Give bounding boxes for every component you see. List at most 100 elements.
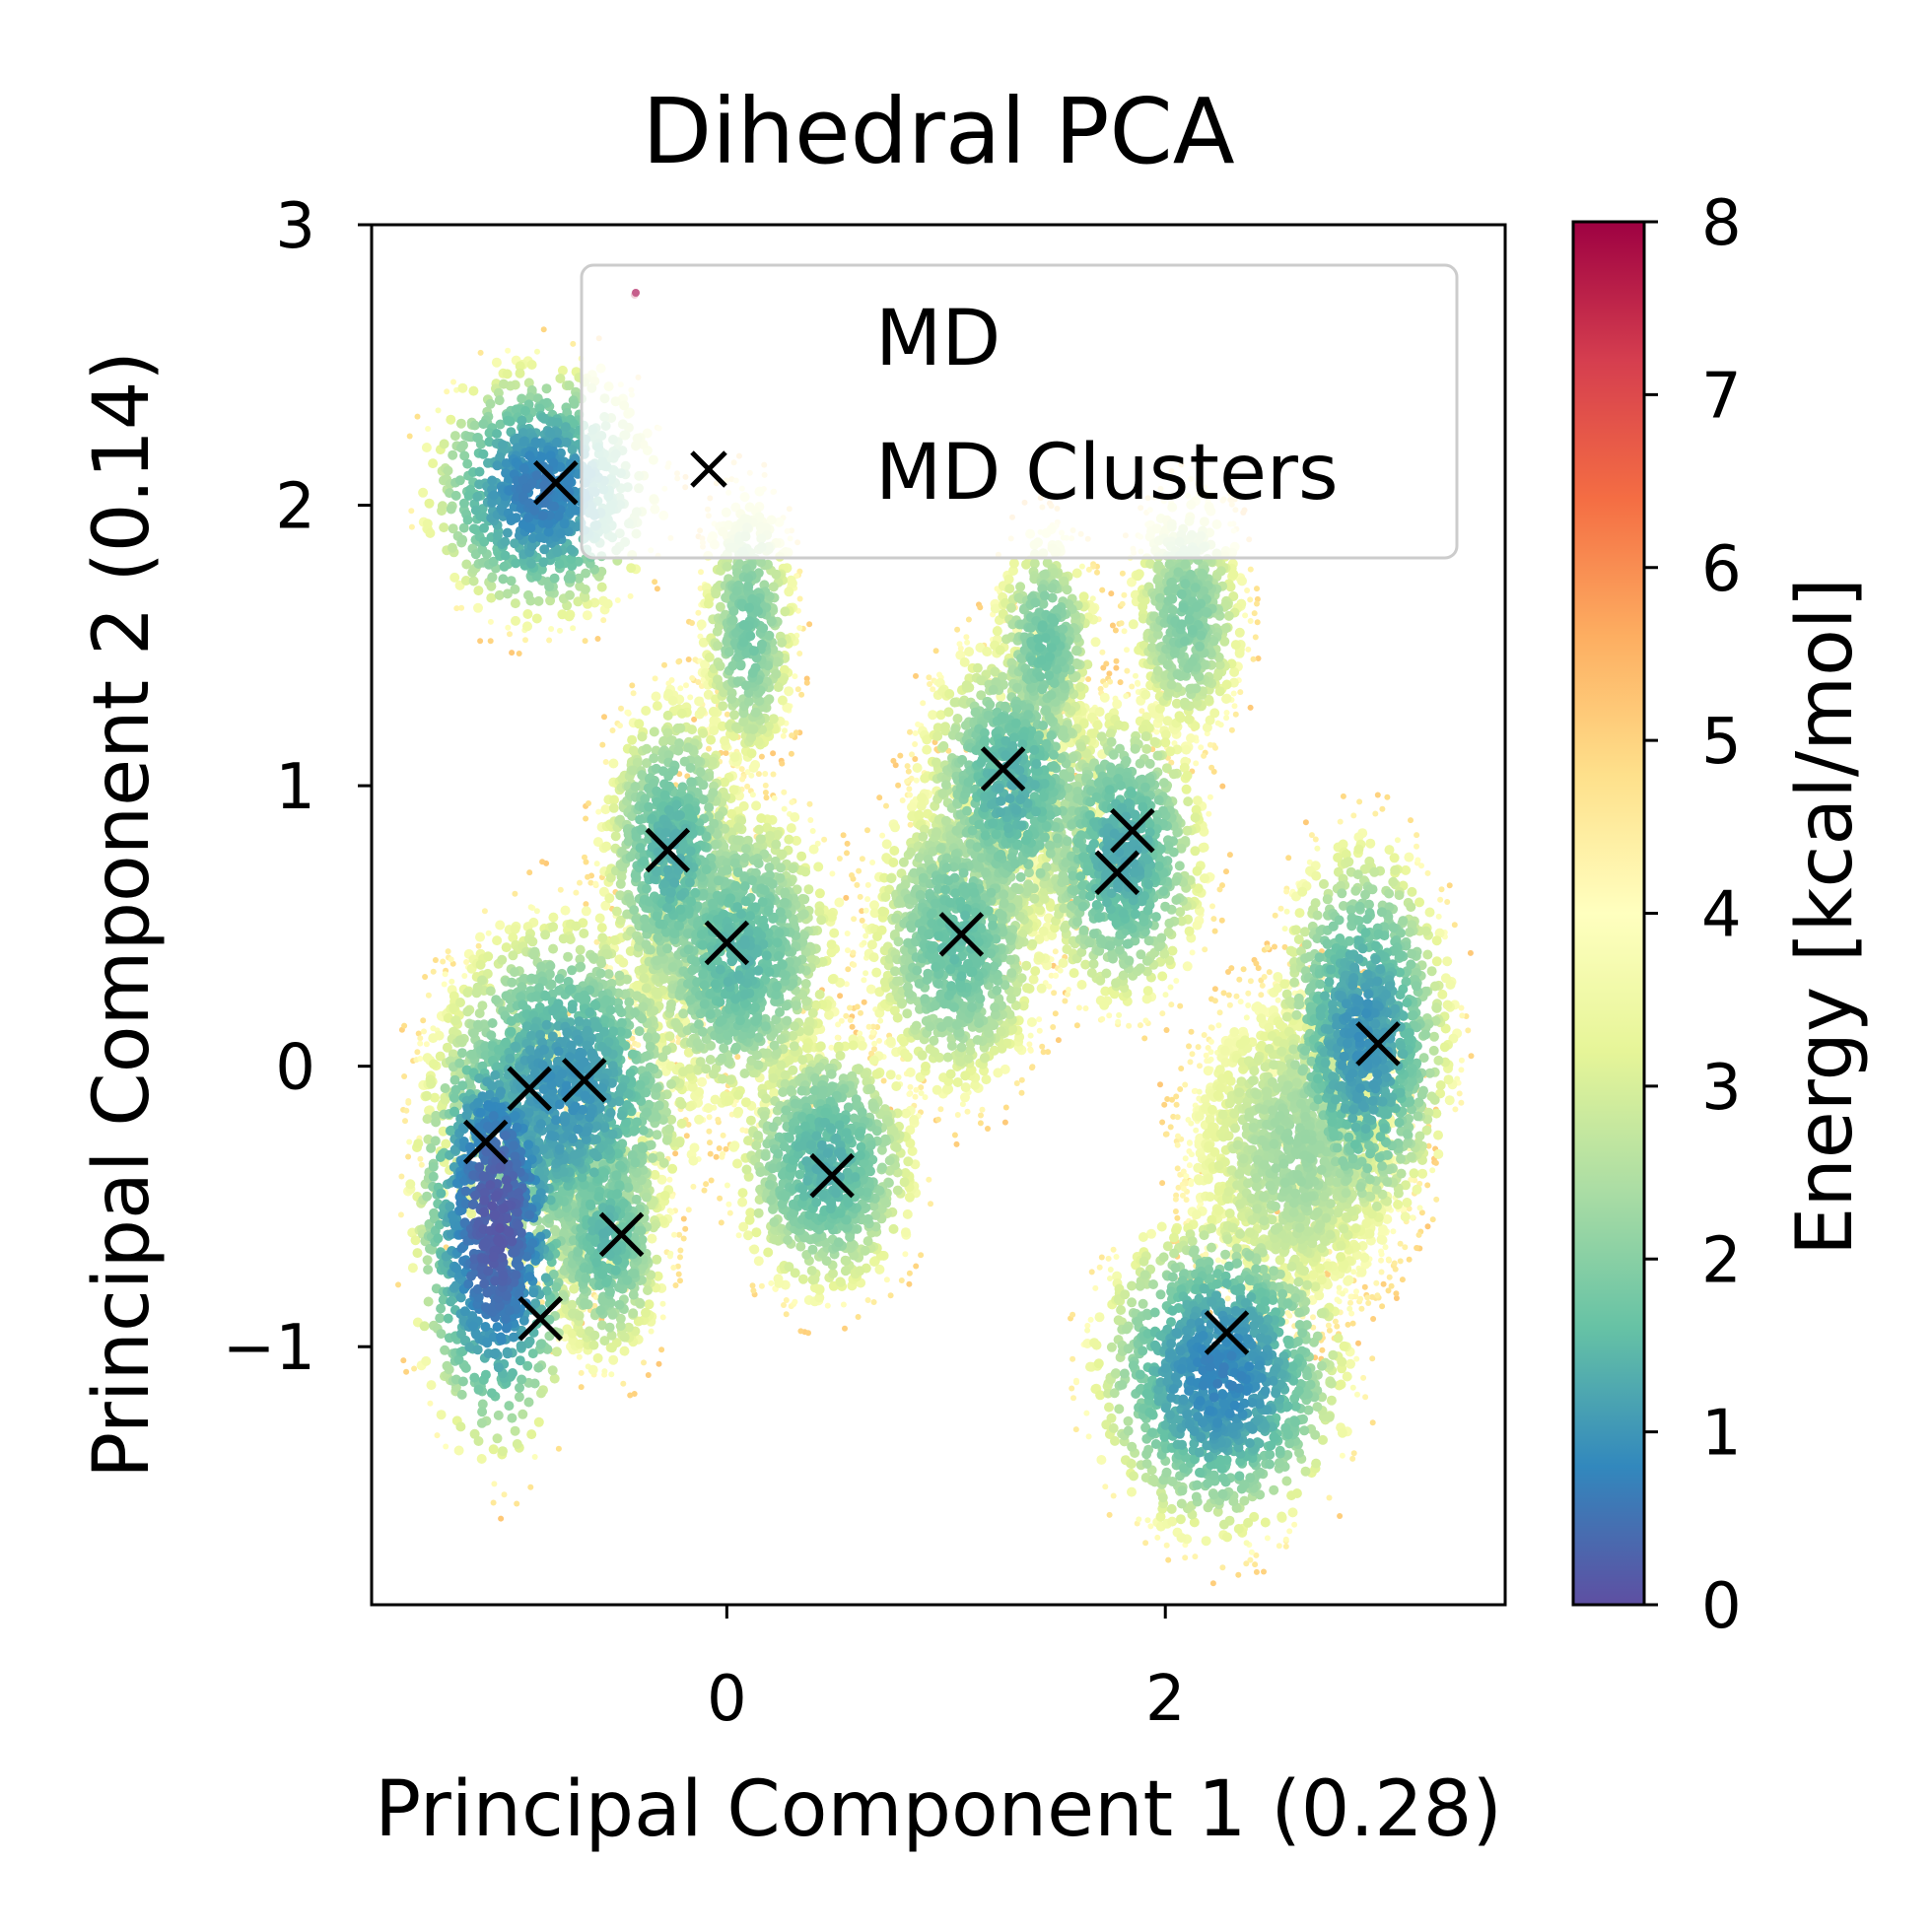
md-point bbox=[1182, 961, 1193, 972]
md-point bbox=[1109, 622, 1116, 629]
md-point bbox=[1245, 990, 1252, 997]
md-point bbox=[1208, 1049, 1214, 1056]
md-point bbox=[1076, 980, 1087, 990]
md-point bbox=[402, 1118, 408, 1125]
md-point bbox=[744, 783, 751, 790]
md-point bbox=[676, 1118, 687, 1129]
md-point bbox=[1230, 690, 1237, 697]
md-point bbox=[449, 572, 460, 583]
md-point bbox=[684, 1101, 695, 1112]
md-point bbox=[1384, 794, 1391, 800]
md-point bbox=[1161, 1101, 1168, 1108]
md-point bbox=[1226, 852, 1233, 859]
md-point bbox=[1437, 989, 1448, 1000]
md-point bbox=[992, 626, 1002, 637]
md-point bbox=[770, 771, 777, 778]
md-point bbox=[1214, 720, 1221, 726]
md-point bbox=[1141, 1035, 1148, 1042]
md-point bbox=[918, 1090, 925, 1096]
md-point bbox=[473, 586, 484, 596]
md-point bbox=[903, 1156, 914, 1167]
md-point bbox=[1026, 1041, 1033, 1048]
md-point bbox=[602, 598, 613, 609]
md-point bbox=[426, 1078, 437, 1089]
md-point bbox=[1208, 1024, 1214, 1031]
md-point bbox=[423, 1041, 430, 1048]
md-point bbox=[1057, 967, 1064, 974]
md-point bbox=[1178, 1066, 1185, 1071]
md-point bbox=[659, 1314, 666, 1321]
md-point bbox=[443, 1443, 449, 1450]
md-point bbox=[439, 439, 449, 449]
md-point bbox=[457, 382, 468, 393]
md-point bbox=[1196, 1088, 1203, 1095]
md-point bbox=[581, 906, 591, 917]
md-point bbox=[951, 1132, 958, 1138]
md-point bbox=[834, 897, 845, 908]
md-point bbox=[695, 679, 702, 685]
md-point bbox=[744, 1214, 755, 1225]
md-point bbox=[680, 1235, 687, 1242]
md-point bbox=[1137, 1022, 1143, 1029]
md-point bbox=[1264, 1535, 1271, 1542]
md-point bbox=[534, 348, 540, 355]
md-point bbox=[1243, 1540, 1250, 1547]
md-point bbox=[728, 785, 739, 795]
md-point bbox=[473, 602, 483, 613]
md-point bbox=[475, 932, 485, 942]
md-point bbox=[571, 921, 582, 932]
md-point bbox=[877, 1017, 884, 1024]
md-point bbox=[835, 1050, 846, 1061]
md-point bbox=[401, 1022, 408, 1029]
md-point bbox=[1039, 1043, 1046, 1050]
md-point bbox=[1336, 1284, 1343, 1291]
md-point bbox=[1285, 855, 1292, 862]
md-point bbox=[803, 1025, 813, 1036]
md-point bbox=[1182, 1554, 1189, 1561]
md-point bbox=[1177, 1002, 1184, 1009]
md-point bbox=[1207, 794, 1213, 800]
md-point bbox=[1045, 1049, 1052, 1056]
md-point bbox=[1253, 960, 1260, 967]
md-point bbox=[1223, 1186, 1234, 1197]
md-point bbox=[1243, 1517, 1254, 1528]
md-point bbox=[1153, 728, 1160, 735]
md-point bbox=[1162, 716, 1173, 726]
md-point bbox=[1207, 741, 1213, 748]
md-point bbox=[546, 637, 553, 644]
md-point bbox=[1118, 620, 1125, 627]
md-point bbox=[1353, 1288, 1359, 1295]
md-point bbox=[1208, 764, 1215, 771]
md-point bbox=[672, 1282, 679, 1288]
md-point bbox=[1052, 1010, 1059, 1017]
md-point bbox=[1345, 1321, 1351, 1328]
md-point bbox=[880, 892, 891, 902]
md-point bbox=[1175, 1514, 1186, 1525]
md-point bbox=[1334, 1323, 1341, 1330]
md-point bbox=[560, 905, 571, 916]
md-point bbox=[448, 978, 455, 985]
md-point bbox=[689, 620, 695, 626]
md-point bbox=[1349, 1384, 1356, 1391]
md-point bbox=[1429, 1216, 1436, 1223]
md-point bbox=[1144, 1517, 1151, 1524]
md-point bbox=[617, 723, 623, 729]
md-point bbox=[1346, 1358, 1355, 1369]
md-point bbox=[406, 1138, 413, 1145]
md-point bbox=[904, 1192, 915, 1203]
md-point bbox=[701, 1187, 708, 1194]
md-point bbox=[920, 700, 927, 707]
md-point bbox=[888, 858, 899, 867]
md-point bbox=[1094, 1312, 1105, 1323]
md-point bbox=[1036, 1027, 1043, 1034]
md-point bbox=[979, 1106, 986, 1113]
md-point bbox=[685, 656, 692, 662]
md-point bbox=[1458, 1057, 1465, 1064]
md-point bbox=[1353, 1355, 1360, 1362]
md-point bbox=[1192, 795, 1203, 806]
md-point bbox=[1087, 1316, 1094, 1323]
md-point bbox=[619, 1346, 630, 1356]
md-point bbox=[1194, 1111, 1205, 1122]
md-point bbox=[1219, 1564, 1226, 1571]
md-point bbox=[569, 1283, 580, 1294]
